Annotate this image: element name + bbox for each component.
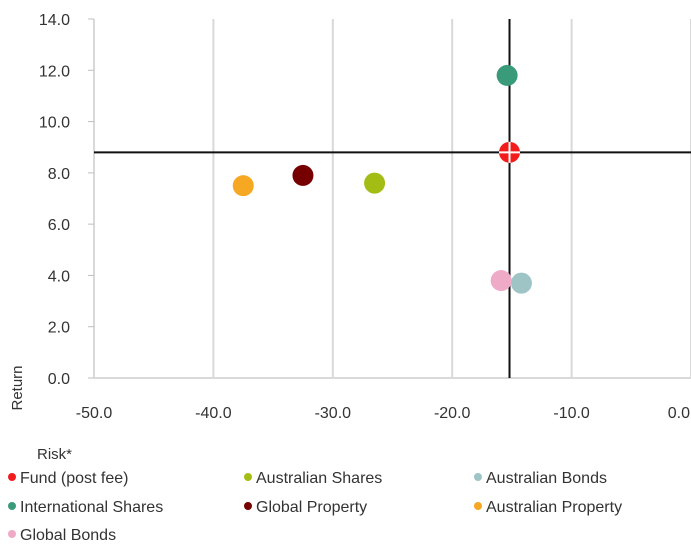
y-tick-label: 14.0 <box>39 12 70 29</box>
y-axis-title: Return <box>9 365 26 410</box>
point-layer <box>232 64 532 294</box>
data-point-4-0 <box>292 164 314 186</box>
x-tick-label: -40.0 <box>195 405 232 422</box>
y-tick-label: 12.0 <box>39 63 70 80</box>
x-tick-label: -10.0 <box>553 405 590 422</box>
legend-label: Global Bonds <box>20 527 116 544</box>
legend-label: Global Property <box>256 499 367 516</box>
y-tick-label: 10.0 <box>39 115 70 132</box>
legend-label: Australian Property <box>486 499 622 516</box>
axis-layer: 0.0 2.0 4.0 6.0 8.0 10.0 12.0 14.0 -50.0 -40.0 -30… <box>9 12 691 463</box>
legend-layer: Fund (post fee) Australian Shares Australi… <box>8 470 622 544</box>
x-tick-label: -30.0 <box>315 405 352 422</box>
y-tick-label: 0.0 <box>48 371 70 388</box>
data-point-2-0 <box>510 272 532 294</box>
legend-label: International Shares <box>20 499 163 516</box>
legend-label: Fund (post fee) <box>20 470 129 487</box>
legend-label: Australian Bonds <box>486 470 607 487</box>
data-point-5-0 <box>232 175 254 197</box>
grid-layer <box>93 19 691 378</box>
legend-marker-2 <box>474 473 482 481</box>
legend-marker-4 <box>244 502 252 510</box>
x-axis-title: Risk* <box>37 446 72 463</box>
data-point-1-0 <box>364 172 386 194</box>
y-tick-label: 2.0 <box>48 320 70 337</box>
legend-marker-3 <box>8 502 16 510</box>
legend-marker-6 <box>8 530 16 538</box>
x-tick-label: -50.0 <box>76 405 113 422</box>
x-tick-label: 0.0 <box>668 405 690 422</box>
data-point-3-0 <box>496 64 518 86</box>
y-tick-label: 4.0 <box>48 268 70 285</box>
data-point-6-0 <box>490 270 512 292</box>
legend-marker-1 <box>244 473 252 481</box>
y-tick-label: 8.0 <box>48 166 70 183</box>
y-tick-label: 6.0 <box>48 217 70 234</box>
legend-marker-0 <box>8 473 16 481</box>
legend-marker-5 <box>474 502 482 510</box>
x-tick-label: -20.0 <box>434 405 471 422</box>
legend-label: Australian Shares <box>256 470 382 487</box>
